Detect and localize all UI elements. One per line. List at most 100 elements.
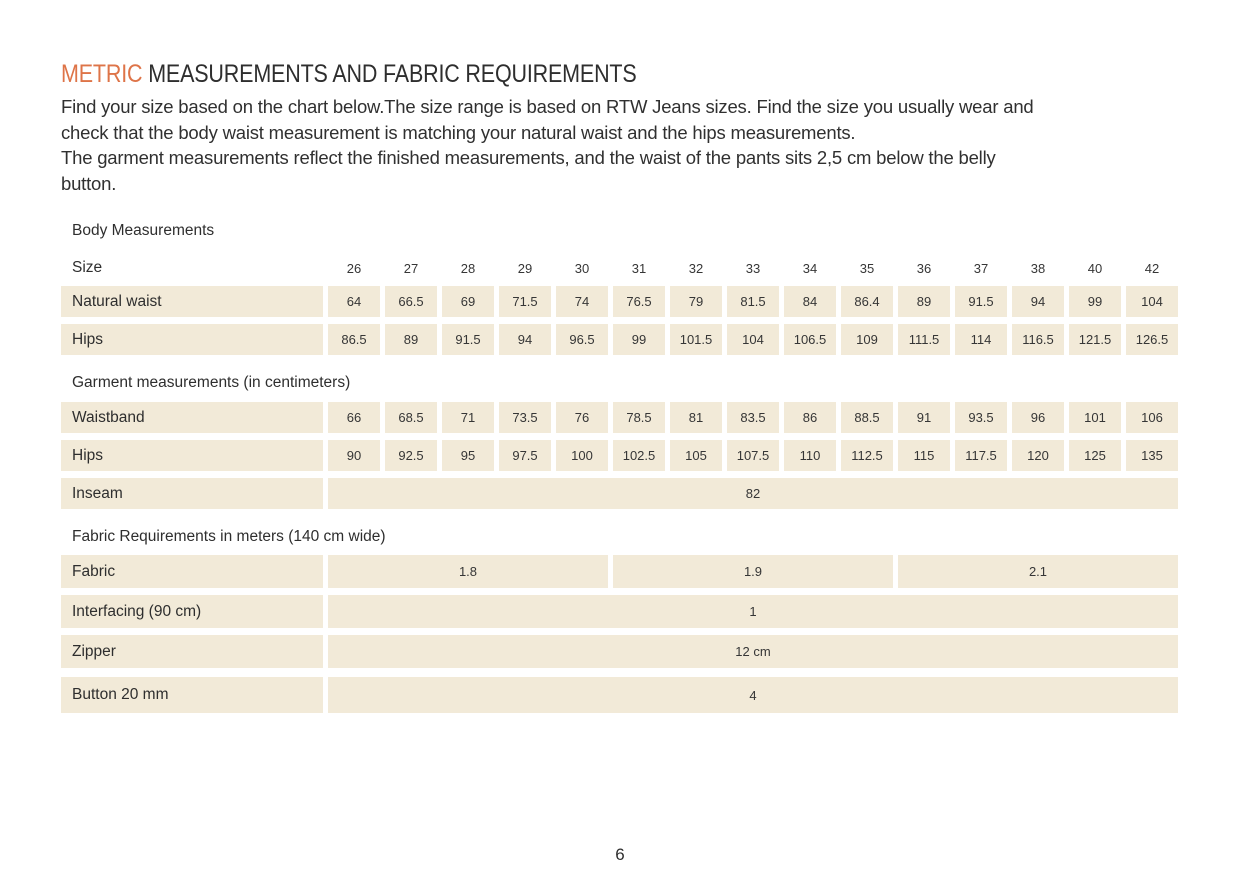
table-row: Hips 90 92.5 95 97.5 100 102.5 105 107.5 110 112.5… — [61, 440, 1178, 471]
measurement-cell: 89 — [385, 324, 437, 355]
row-label: Fabric — [61, 555, 323, 588]
measurement-cell: 90 — [328, 440, 380, 471]
table-row: Zipper 12 cm — [61, 635, 1178, 668]
measurement-cell: 86 — [784, 402, 836, 433]
measurement-cell: 68.5 — [385, 402, 437, 433]
measurement-cell: 104 — [1126, 286, 1178, 317]
measurement-cell: 76 — [556, 402, 608, 433]
measurement-cell: 86.5 — [328, 324, 380, 355]
measurement-cell: 78.5 — [613, 402, 665, 433]
row-label: Hips — [61, 440, 323, 471]
measurement-cell: 95 — [442, 440, 494, 471]
measurement-cell: 81.5 — [727, 286, 779, 317]
measurement-cell: 111.5 — [898, 324, 950, 355]
garment-measurements-rows: Waistband 66 68.5 71 73.5 76 78.5 81 83.5 86 88.5 9… — [61, 402, 1178, 509]
size-column-header: 32 — [688, 260, 704, 276]
measurement-cell: 99 — [1069, 286, 1121, 317]
measurement-cell: 110 — [784, 440, 836, 471]
merged-value-cell: 4 — [328, 677, 1178, 713]
measurement-cell: 79 — [670, 286, 722, 317]
measurement-cell: 120 — [1012, 440, 1064, 471]
table-row: Natural waist 64 66.5 69 71.5 74 76.5 79 81.5 84 8… — [61, 286, 1178, 317]
section-garment-measurements: Garment measurements (in centimeters) Wa… — [61, 374, 1178, 509]
measurement-cell: 74 — [556, 286, 608, 317]
row-label: Interfacing (90 cm) — [61, 595, 323, 628]
size-column-header: 40 — [1087, 260, 1103, 276]
measurement-cell: 97.5 — [499, 440, 551, 471]
merged-value-cell: 1 — [328, 595, 1178, 628]
measurement-cell: 66.5 — [385, 286, 437, 317]
measurement-cell: 91 — [898, 402, 950, 433]
measurement-cell: 114 — [955, 324, 1007, 355]
body-measurements-heading: Body Measurements — [72, 222, 215, 239]
measurement-cell: 66 — [328, 402, 380, 433]
measurement-cell: 92.5 — [385, 440, 437, 471]
row-label: Natural waist — [61, 286, 323, 317]
page-title: METRIC MEASUREMENTS AND FABRIC REQUIREME… — [61, 60, 1178, 89]
fabric-amount-cell: 2.1 — [898, 555, 1178, 588]
measurement-cell: 94 — [1012, 286, 1064, 317]
measurement-cell: 84 — [784, 286, 836, 317]
measurement-cell: 100 — [556, 440, 608, 471]
measurement-cell: 106.5 — [784, 324, 836, 355]
measurement-cell: 126.5 — [1126, 324, 1178, 355]
measurement-cell: 107.5 — [727, 440, 779, 471]
table-row: Interfacing (90 cm) 1 — [61, 595, 1178, 628]
page-content: METRIC MEASUREMENTS AND FABRIC REQUIREME… — [61, 0, 1178, 713]
table-row: Inseam 82 — [61, 478, 1178, 509]
size-column-header: 37 — [973, 260, 989, 276]
measurement-cell: 104 — [727, 324, 779, 355]
measurement-cell: 91.5 — [955, 286, 1007, 317]
measurement-cell: 115 — [898, 440, 950, 471]
fabric-amount-cell: 1.8 — [328, 555, 608, 588]
measurement-cell: 73.5 — [499, 402, 551, 433]
measurement-cell: 86.4 — [841, 286, 893, 317]
size-column-header: 34 — [802, 260, 818, 276]
page-title-highlight: METRIC — [61, 60, 143, 88]
fabric-requirements-rows: Fabric 1.8 1.9 2.1 Interfacing (90 cm) 1 Zippe… — [61, 555, 1178, 713]
merged-value-cell: 82 — [328, 478, 1178, 509]
merged-value-cell: 12 cm — [328, 635, 1178, 668]
size-column-header: 33 — [745, 260, 761, 276]
row-label: Zipper — [61, 635, 323, 668]
size-column-header: 36 — [916, 260, 932, 276]
measurement-cell: 93.5 — [955, 402, 1007, 433]
size-column-header: 42 — [1144, 260, 1160, 276]
measurement-cell: 109 — [841, 324, 893, 355]
section-fabric-requirements: Fabric Requirements in meters (140 cm wi… — [61, 528, 1178, 713]
size-column-header: 30 — [574, 260, 590, 276]
table-row: Hips 86.5 89 91.5 94 96.5 99 101.5 104 106.5 109 11… — [61, 324, 1178, 355]
size-column-header: 38 — [1030, 260, 1046, 276]
intro-paragraph: Find your size based on the chart below.… — [61, 96, 1034, 194]
size-column-header: 29 — [517, 260, 533, 276]
row-label: Hips — [61, 324, 323, 355]
measurement-cell: 64 — [328, 286, 380, 317]
measurement-cell: 101 — [1069, 402, 1121, 433]
measurement-cell: 99 — [613, 324, 665, 355]
row-label: Inseam — [61, 478, 323, 509]
measurement-cell: 135 — [1126, 440, 1178, 471]
measurement-cell: 96.5 — [556, 324, 608, 355]
size-header-row: Size 26 27 28 29 30 31 32 33 34 35 36 37 38 40 42 — [61, 255, 1178, 281]
body-measurements-rows: Natural waist 64 66.5 69 71.5 74 76.5 79 81.5 84 8… — [61, 286, 1178, 355]
size-column-header: 28 — [460, 260, 476, 276]
measurement-cell: 117.5 — [955, 440, 1007, 471]
fabric-amount-cell: 1.9 — [613, 555, 893, 588]
table-row: Fabric 1.8 1.9 2.1 — [61, 555, 1178, 588]
fabric-requirements-heading: Fabric Requirements in meters (140 cm wi… — [72, 528, 386, 545]
measurement-cell: 106 — [1126, 402, 1178, 433]
size-column-header: 27 — [403, 260, 419, 276]
measurement-cell: 121.5 — [1069, 324, 1121, 355]
table-row: Button 20 mm 4 — [61, 677, 1178, 713]
measurement-cell: 71 — [442, 402, 494, 433]
size-column-header: 35 — [859, 260, 875, 276]
measurement-cell: 96 — [1012, 402, 1064, 433]
size-column-header: 26 — [346, 260, 362, 276]
measurement-cell: 112.5 — [841, 440, 893, 471]
measurement-cell: 94 — [499, 324, 551, 355]
row-label: Waistband — [61, 402, 323, 433]
row-label: Button 20 mm — [61, 677, 323, 713]
measurement-cell: 81 — [670, 402, 722, 433]
measurement-cell: 125 — [1069, 440, 1121, 471]
